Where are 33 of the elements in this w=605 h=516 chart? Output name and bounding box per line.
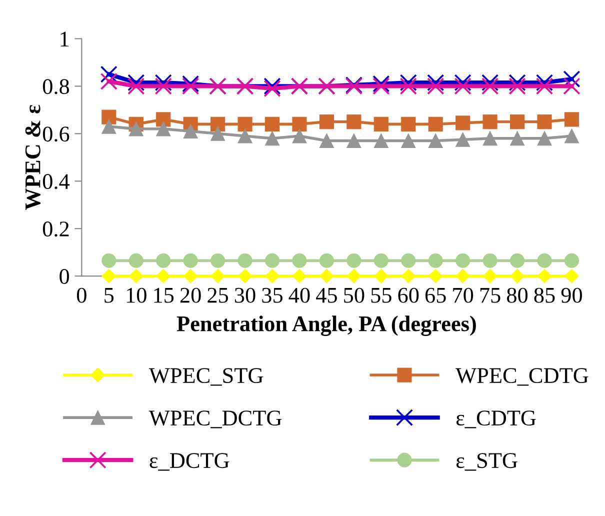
legend-label: WPEC_STG (148, 368, 264, 386)
x-tick-label: 10 (126, 288, 146, 303)
legend-label: ε_STG (456, 453, 518, 471)
legend-label: ε_DCTG (150, 453, 230, 471)
legend-label: WPEC_DCTG (148, 410, 282, 428)
x-tick-label: 0 (76, 288, 86, 303)
y-tick-label: 0.2 (42, 222, 69, 237)
x-tick-label: 15 (154, 288, 174, 303)
y-tick-label: 0.4 (42, 174, 70, 190)
x-tick-label: 80 (507, 288, 528, 303)
y-axis-title: WPEC & ε (25, 104, 40, 210)
x-tick-label: 55 (371, 288, 392, 303)
legend-label: WPEC_CDTG (456, 368, 588, 386)
x-tick-label: 30 (234, 288, 256, 303)
x-tick-label: 40 (288, 288, 310, 303)
x-tick-label: 45 (316, 288, 337, 303)
x-tick-label: 5 (104, 288, 114, 303)
x-tick-label: 25 (208, 288, 228, 303)
x-tick-label: 35 (262, 288, 282, 303)
x-tick-label: 20 (180, 288, 201, 303)
x-tick-label: 60 (398, 288, 419, 303)
y-tick-label: 0.8 (42, 79, 70, 94)
y-tick-label: 0 (60, 268, 70, 284)
x-axis-title: Penetration Angle, PA (degrees) (176, 316, 476, 336)
x-tick-label: 65 (425, 288, 446, 303)
x-tick-label: 85 (534, 288, 555, 303)
x-tick-label: 90 (561, 288, 582, 303)
x-tick-label: 70 (453, 288, 474, 303)
y-tick-label: 0.6 (42, 126, 70, 142)
y-tick-label: 1 (60, 32, 69, 46)
legend-label: ε_CDTG (456, 410, 536, 428)
x-tick-label: 50 (344, 288, 364, 303)
x-tick-label: 75 (480, 288, 500, 303)
